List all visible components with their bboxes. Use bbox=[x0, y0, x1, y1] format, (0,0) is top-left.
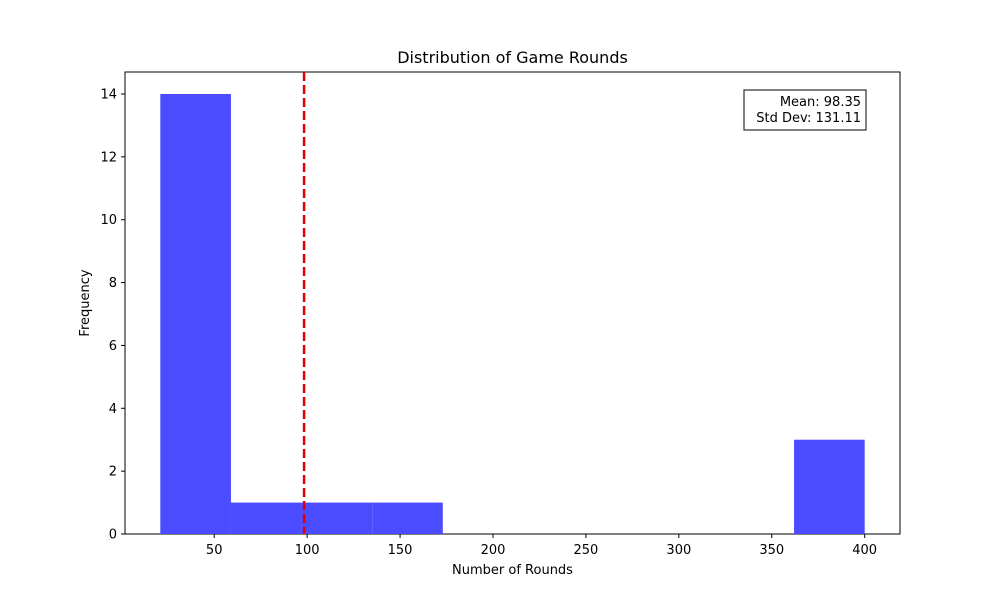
plot-area bbox=[124, 71, 901, 535]
y-tick-label: 8 bbox=[109, 276, 117, 291]
x-tick-label: 400 bbox=[852, 543, 877, 558]
x-tick-label: 100 bbox=[295, 543, 320, 558]
x-tick-label: 50 bbox=[206, 543, 223, 558]
histogram-bar bbox=[230, 502, 302, 534]
histogram-bar bbox=[160, 94, 231, 534]
mean-annotation: Mean: 98.35 bbox=[780, 95, 861, 110]
y-tick-label: 6 bbox=[109, 339, 117, 354]
histogram-bar bbox=[301, 502, 373, 534]
x-axis-ticks: 50 100 150 200 250 300 350 400 bbox=[206, 534, 877, 558]
y-tick-label: 14 bbox=[100, 88, 117, 103]
y-axis-label: Frequency bbox=[78, 269, 93, 336]
y-tick-label: 4 bbox=[109, 402, 117, 417]
x-tick-label: 300 bbox=[666, 543, 691, 558]
y-tick-label: 12 bbox=[100, 150, 117, 165]
x-tick-label: 250 bbox=[573, 543, 598, 558]
stats-annotation: Mean: 98.35 Std Dev: 131.11 bbox=[743, 89, 867, 131]
x-axis-label: Number of Rounds bbox=[452, 563, 573, 578]
x-tick-label: 350 bbox=[759, 543, 784, 558]
x-tick-label: 200 bbox=[481, 543, 506, 558]
y-tick-label: 2 bbox=[109, 465, 117, 480]
histogram-bar bbox=[794, 439, 865, 534]
histogram-bars bbox=[160, 94, 865, 534]
std-dev-annotation: Std Dev: 131.11 bbox=[756, 111, 861, 126]
y-tick-label: 10 bbox=[100, 213, 117, 228]
histogram-bar bbox=[372, 502, 443, 534]
stats-box-frame bbox=[743, 89, 867, 131]
y-axis-ticks: 0 2 4 6 8 10 12 14 bbox=[100, 88, 125, 543]
x-tick-label: 150 bbox=[388, 543, 413, 558]
chart-title: Distribution of Game Rounds bbox=[397, 48, 628, 67]
y-tick-label: 0 bbox=[109, 528, 117, 543]
